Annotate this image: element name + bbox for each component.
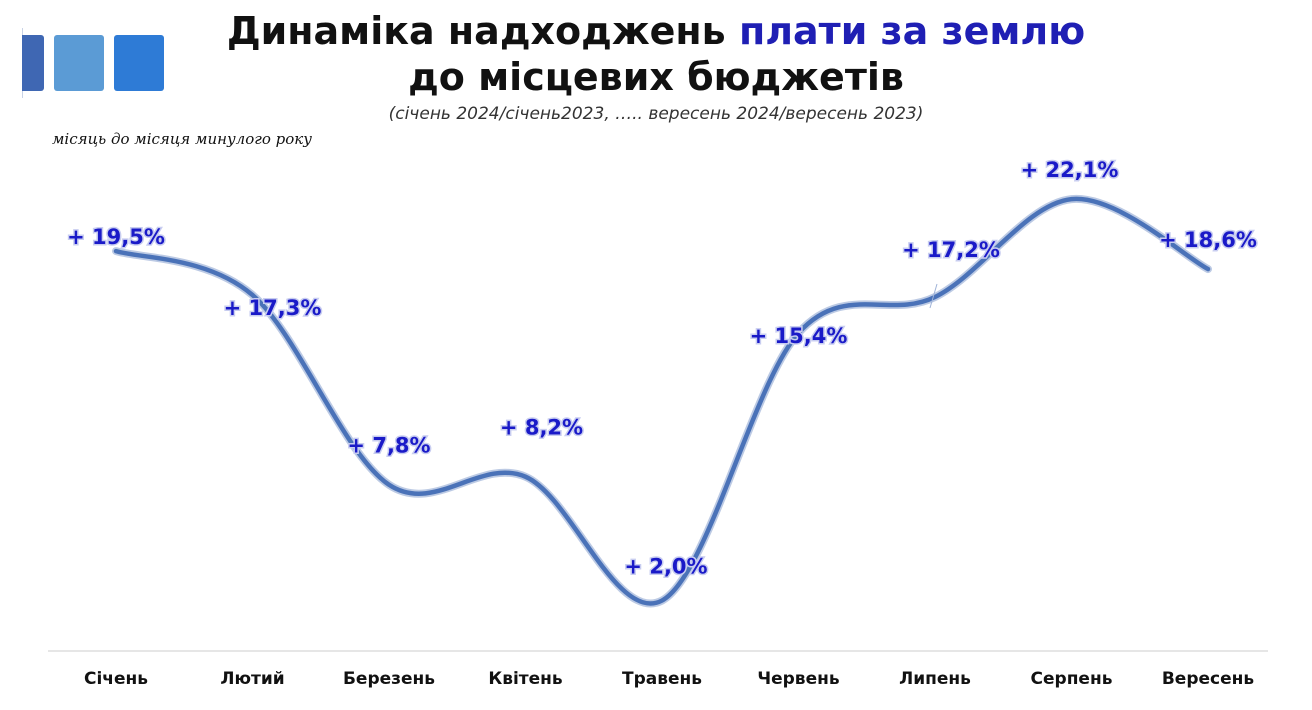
x-tick-label: Квітень xyxy=(488,669,562,689)
logo-block xyxy=(22,35,44,91)
data-label: + 8,2% xyxy=(500,416,583,440)
x-tick-label: Серпень xyxy=(1031,669,1113,689)
chart-subtitle: (січень 2024/січень2023, ….. вересень 20… xyxy=(388,104,924,124)
data-label: + 15,4% xyxy=(750,324,848,348)
data-label: + 22,1% xyxy=(1021,158,1119,182)
logo-block xyxy=(114,35,164,91)
data-label: + 17,2% xyxy=(902,238,1000,262)
series-line-glow xyxy=(112,195,1212,608)
label-leader-line xyxy=(929,283,938,309)
data-label: + 17,3% xyxy=(224,296,322,320)
data-label: + 18,6% xyxy=(1159,228,1257,252)
period-note: місяць до місяця минулого року xyxy=(52,130,312,148)
series-line xyxy=(113,196,1211,606)
data-label: + 19,5% xyxy=(67,225,165,249)
chart-title: Динаміка надходжень плати за землю до мі… xyxy=(0,8,1312,100)
x-tick-label: Лютий xyxy=(220,669,284,689)
x-tick-label: Січень xyxy=(84,669,148,689)
logo xyxy=(22,35,164,91)
title-text: Динаміка надходжень xyxy=(226,9,726,53)
x-tick-label: Липень xyxy=(899,669,971,689)
x-tick-label: Червень xyxy=(757,669,839,689)
data-label: + 2,0% xyxy=(624,555,707,579)
x-tick-label: Вересень xyxy=(1162,669,1254,689)
title-line-2: до місцевих бюджетів xyxy=(408,55,904,99)
data-label: + 7,8% xyxy=(347,434,430,458)
x-tick-label: Березень xyxy=(343,669,435,689)
logo-block xyxy=(54,35,104,91)
x-tick-label: Травень xyxy=(622,669,702,689)
title-highlight: плати за землю xyxy=(738,9,1086,53)
title-line-1: Динаміка надходжень плати за землю xyxy=(0,8,1312,54)
